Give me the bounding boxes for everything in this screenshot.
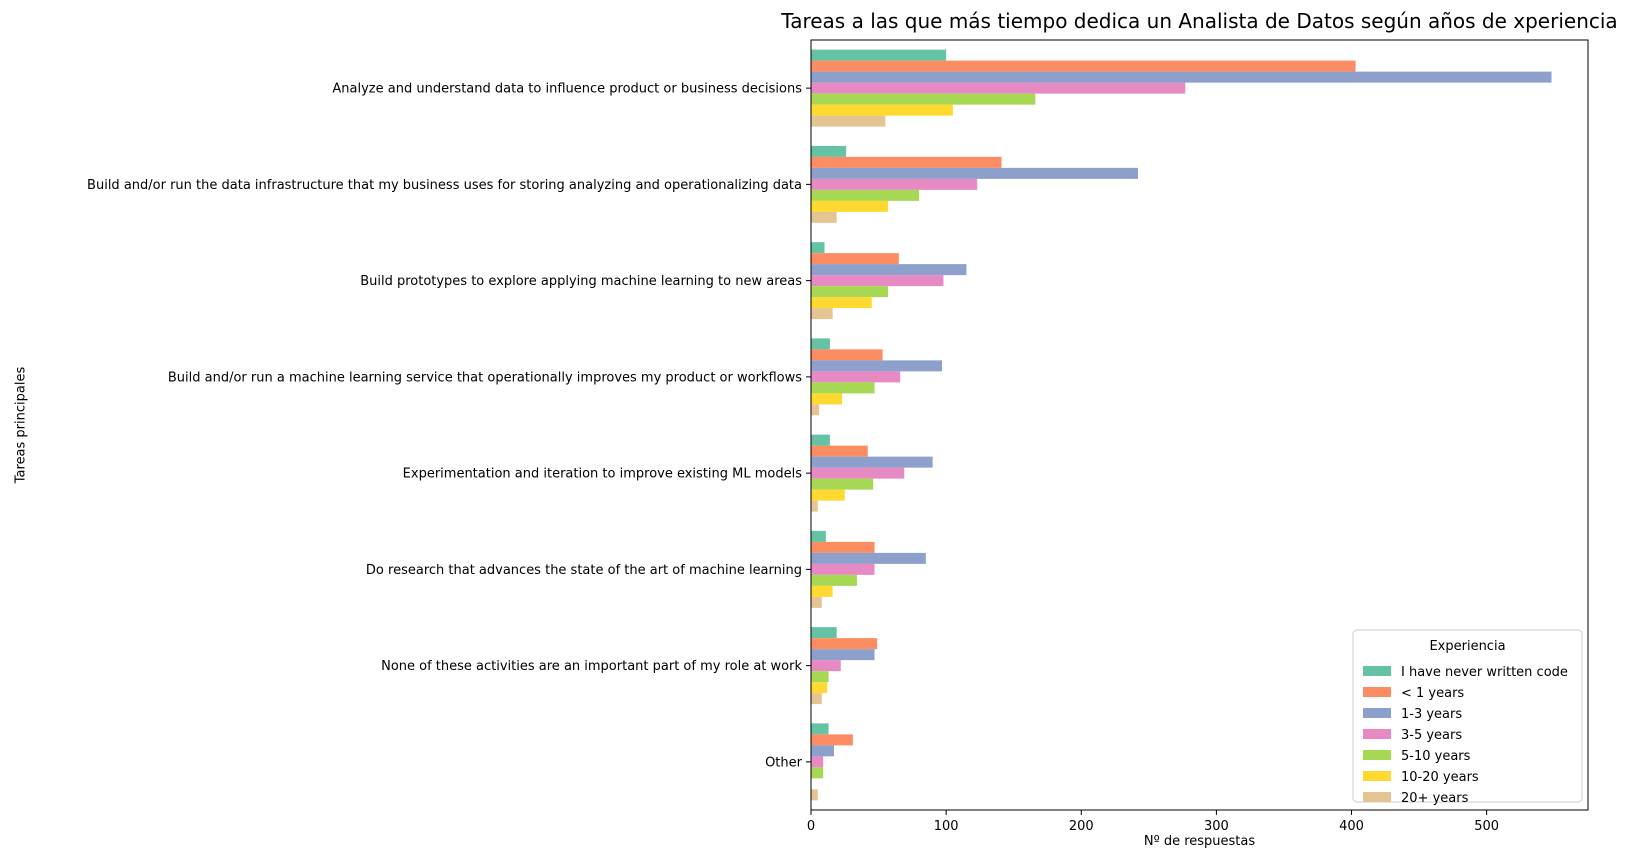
- bar: [811, 434, 830, 446]
- bar: [811, 178, 978, 190]
- y-tick-label: Build prototypes to explore applying mac…: [360, 274, 802, 289]
- bar: [811, 189, 920, 201]
- bar: [811, 286, 889, 298]
- x-tick-label: 200: [1069, 819, 1094, 834]
- bar: [811, 93, 1036, 105]
- bar: [811, 756, 824, 768]
- y-tick-label: Do research that advances the state of t…: [366, 563, 802, 578]
- bar: [811, 596, 822, 608]
- legend-label: 3-5 years: [1401, 728, 1462, 743]
- bar: [811, 104, 953, 116]
- y-axis-label: Tareas principales: [14, 367, 29, 485]
- bar: [811, 789, 818, 801]
- y-tick-label: Analyze and understand data to influence…: [332, 82, 802, 97]
- bar: [811, 360, 943, 372]
- x-tick-label: 300: [1204, 819, 1229, 834]
- legend-swatch: [1363, 687, 1391, 697]
- bar: [811, 242, 825, 254]
- bar: [811, 682, 828, 694]
- bar: [811, 693, 822, 705]
- bar: [811, 445, 868, 457]
- bar: [811, 71, 1552, 83]
- bar: [811, 211, 837, 223]
- legend-label: 10-20 years: [1401, 770, 1479, 785]
- bar: [811, 467, 905, 479]
- bar: [811, 338, 830, 350]
- bar: [811, 745, 834, 757]
- legend-items: I have never written code < 1 years 1-3 ye…: [1363, 665, 1568, 806]
- bar: [811, 500, 818, 512]
- legend-label: 20+ years: [1401, 791, 1469, 806]
- bar: [811, 156, 1002, 168]
- bar: [811, 275, 944, 287]
- y-tick-label: Experimentation and iteration to improve…: [403, 467, 803, 482]
- legend: Experiencia I have never written code < 1…: [1352, 629, 1583, 806]
- x-tick-label: 400: [1339, 819, 1364, 834]
- bar: [811, 115, 886, 127]
- legend-swatch: [1363, 666, 1391, 676]
- x-ticks: 0 100 200 300 400 500: [807, 810, 1499, 834]
- x-tick-label: 100: [934, 819, 959, 834]
- bar: [811, 145, 847, 157]
- legend-swatch: [1363, 708, 1391, 718]
- legend-label: < 1 years: [1401, 686, 1464, 701]
- y-tick-label: Build and/or run a machine learning serv…: [168, 370, 802, 385]
- legend-box: [1352, 629, 1583, 803]
- legend-swatch: [1363, 792, 1391, 802]
- bar: [811, 574, 857, 586]
- bar: [811, 308, 833, 320]
- bar: [811, 49, 947, 61]
- legend-label: I have never written code: [1401, 665, 1568, 680]
- legend-swatch: [1363, 729, 1391, 739]
- bar: [811, 264, 967, 276]
- x-axis-label: Nº de respuestas: [1144, 834, 1256, 849]
- bar: [811, 541, 875, 553]
- x-tick-label: 0: [807, 819, 815, 834]
- plot-frame: [810, 39, 1589, 811]
- y-tick-label: Build and/or run the data infrastructure…: [87, 178, 802, 193]
- bar: [811, 489, 845, 501]
- y-ticks: Analyze and understand data to influence…: [87, 82, 811, 770]
- bar: [811, 382, 875, 394]
- bar: [811, 82, 1186, 94]
- bar: [811, 349, 883, 361]
- bar: [811, 371, 901, 383]
- bar: [811, 404, 820, 416]
- x-tick-label: 500: [1474, 819, 1499, 834]
- bar: [811, 627, 837, 639]
- bar: [811, 638, 878, 650]
- bars-group: [811, 49, 1552, 801]
- bar: [811, 585, 833, 597]
- legend-label: 1-3 years: [1401, 707, 1462, 722]
- bar: [811, 60, 1356, 72]
- bar: [811, 671, 829, 683]
- bar: [811, 478, 874, 490]
- bar: [811, 167, 1139, 179]
- bar: [811, 649, 875, 661]
- bar: [811, 563, 875, 575]
- bar: [811, 200, 889, 212]
- legend-swatch: [1363, 750, 1391, 760]
- bar: [811, 552, 926, 564]
- bar: [811, 297, 872, 309]
- bar: [811, 530, 826, 542]
- legend-label: 5-10 years: [1401, 749, 1471, 764]
- chart-title: Tareas a las que más tiempo dedica un An…: [780, 9, 1617, 33]
- y-tick-label: None of these activities are an importan…: [381, 659, 802, 674]
- bar: [811, 767, 824, 779]
- bar: [811, 723, 829, 735]
- legend-swatch: [1363, 771, 1391, 781]
- bar: [811, 660, 841, 672]
- bar: [811, 456, 933, 468]
- bar: [811, 253, 899, 265]
- y-tick-label: Other: [765, 755, 803, 770]
- legend-title: Experiencia: [1429, 639, 1505, 654]
- bar: [811, 393, 843, 405]
- bar: [811, 734, 853, 746]
